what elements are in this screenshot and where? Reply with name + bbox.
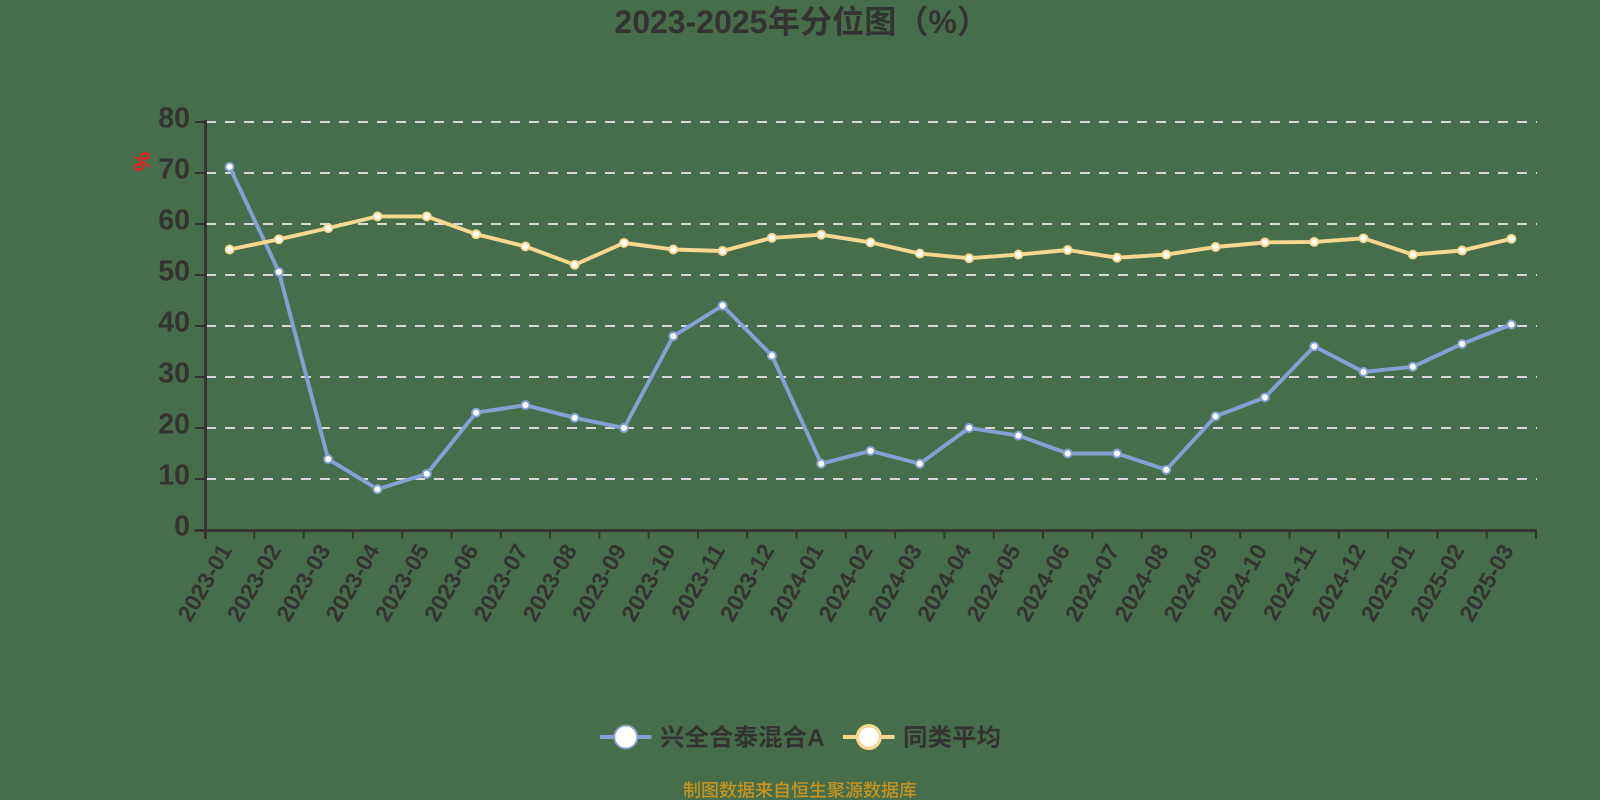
svg-text:A: A bbox=[807, 725, 825, 752]
svg-text:10: 10 bbox=[158, 460, 190, 492]
svg-text:50: 50 bbox=[158, 256, 190, 288]
svg-text:80: 80 bbox=[158, 103, 190, 135]
svg-text:0: 0 bbox=[174, 511, 190, 543]
svg-text:2023-2025: 2023-2025 bbox=[614, 4, 767, 40]
svg-text:%: % bbox=[129, 152, 154, 172]
svg-text:40: 40 bbox=[158, 307, 190, 339]
svg-text:70: 70 bbox=[158, 154, 190, 186]
svg-text:30: 30 bbox=[158, 358, 190, 390]
svg-text:%: % bbox=[928, 4, 956, 40]
svg-text:60: 60 bbox=[158, 205, 190, 237]
svg-text:20: 20 bbox=[158, 409, 190, 441]
